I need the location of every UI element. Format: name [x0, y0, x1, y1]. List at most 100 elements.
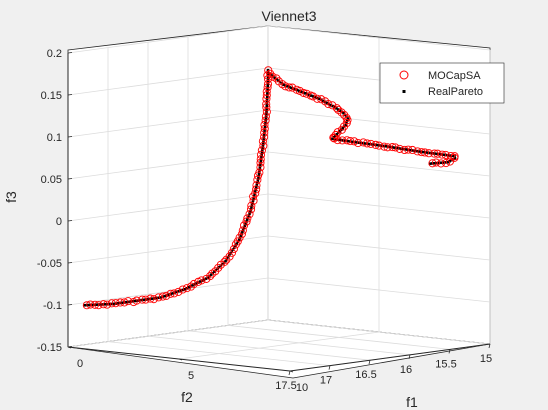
- legend-marker-mocapsa: [399, 70, 409, 80]
- realpareto-point: [226, 255, 230, 259]
- realpareto-point: [331, 137, 334, 141]
- realpareto-point: [237, 238, 241, 242]
- mocapsa-point: [166, 289, 175, 298]
- mocapsa-point: [263, 83, 272, 92]
- mocapsa-point: [242, 217, 251, 226]
- z-tick-label: 0.05: [41, 174, 62, 186]
- f1-axis-line: [289, 343, 491, 372]
- realpareto-point: [110, 302, 113, 306]
- mocapsa-point: [255, 168, 264, 177]
- mocapsa-point: [116, 298, 125, 307]
- realpareto-point: [282, 83, 285, 87]
- realpareto-point: [112, 302, 115, 306]
- mocapsa-point: [249, 196, 258, 205]
- realpareto-point: [413, 149, 416, 153]
- mocapsa-point: [262, 103, 271, 112]
- realpareto-point: [446, 160, 450, 164]
- realpareto-point: [96, 303, 100, 306]
- mocapsa-point: [82, 301, 91, 310]
- chart-title: Viennet3: [261, 8, 316, 24]
- realpareto-point: [266, 88, 269, 92]
- mocapsa-point: [337, 108, 346, 117]
- mocapsa-point: [263, 75, 273, 84]
- mocapsa-point: [272, 74, 281, 83]
- realpareto-point: [351, 140, 354, 144]
- mocapsa-point: [260, 124, 269, 133]
- z-tick-label: -0.15: [37, 342, 62, 354]
- mocapsa-point: [432, 158, 441, 167]
- realpareto-point: [342, 111, 345, 115]
- mocapsa-point: [120, 298, 129, 307]
- realpareto-point: [150, 297, 154, 300]
- mocapsa-point: [371, 140, 380, 149]
- mocapsa-point: [245, 210, 254, 219]
- realpareto-point: [265, 103, 269, 107]
- realpareto-point: [155, 296, 158, 300]
- mocapsa-point: [189, 279, 198, 289]
- realpareto-point: [175, 290, 179, 294]
- mocapsa-point: [313, 94, 322, 103]
- f2-tick-mark: [288, 370, 291, 376]
- legend: MOCapSA RealPareto: [379, 62, 505, 104]
- realpareto-point: [422, 150, 425, 154]
- z-tick-mark: [67, 136, 73, 138]
- f2-tick-mark: [448, 349, 451, 354]
- realpareto-point: [453, 156, 457, 160]
- z-tick-label: -0.1: [43, 300, 62, 312]
- realpareto-point: [341, 126, 345, 130]
- legend-box: [379, 62, 505, 104]
- realpareto-point: [437, 161, 441, 165]
- realpareto-point: [311, 95, 315, 98]
- mocapsa-point: [259, 141, 268, 150]
- y-axis-label: f2: [181, 389, 193, 405]
- realpareto-point: [260, 155, 263, 159]
- mocapsa-point: [262, 91, 271, 100]
- realpareto-point: [181, 288, 185, 292]
- mocapsa-point: [299, 88, 308, 97]
- mocapsa-point: [436, 159, 446, 168]
- mocapsa-point: [103, 300, 112, 309]
- realpareto-point: [179, 289, 183, 292]
- mocapsa-point: [329, 133, 338, 142]
- mocapsa-point: [111, 299, 120, 308]
- z-axis-label: f3: [3, 191, 19, 203]
- realpareto-point: [442, 153, 445, 157]
- z-tick-mark: [67, 178, 73, 180]
- realpareto-point: [298, 89, 301, 93]
- realpareto-point: [266, 84, 270, 88]
- realpareto-point: [336, 108, 340, 111]
- realpareto-point: [185, 286, 189, 290]
- mocapsa-point: [132, 296, 141, 305]
- mocapsa-point: [261, 116, 270, 125]
- realpareto-point: [159, 296, 163, 299]
- tick-labels: -0.15 -0.1 -0.05 0 0.05 0.1 0.15 0.2 15 15.5 16 16.…: [37, 48, 492, 394]
- realpareto-point: [262, 138, 265, 142]
- f1-tick-label: 5: [188, 370, 194, 382]
- realpareto-point: [278, 80, 282, 84]
- realpareto-point: [253, 192, 256, 196]
- realpareto-point: [329, 103, 333, 107]
- mocapsa-point: [206, 271, 215, 281]
- mocapsa-point: [424, 149, 433, 158]
- mocapsa-point: [438, 150, 447, 159]
- realpareto-point: [296, 88, 299, 92]
- realpareto-point: [315, 96, 319, 100]
- mocapsa-point: [170, 289, 179, 298]
- mocapsa-point: [262, 100, 271, 109]
- mocapsa-point: [237, 230, 246, 239]
- mocapsa-point: [246, 205, 256, 214]
- realpareto-point: [265, 101, 269, 105]
- mocapsa-point: [243, 214, 252, 223]
- mocapsa-point: [353, 138, 363, 148]
- realpareto-point: [266, 73, 270, 77]
- mocapsa-point: [253, 175, 262, 184]
- realpareto-point: [254, 185, 258, 189]
- f1-tick-mark: [178, 358, 183, 361]
- realpareto-point: [261, 142, 265, 146]
- mocapsa-point: [391, 143, 400, 152]
- f2-tick-label: 15: [480, 353, 492, 365]
- mocapsa-point: [158, 292, 167, 301]
- f1-tick-label: 10: [296, 382, 308, 394]
- realpareto-point: [265, 105, 269, 109]
- mocapsa-point: [247, 201, 256, 210]
